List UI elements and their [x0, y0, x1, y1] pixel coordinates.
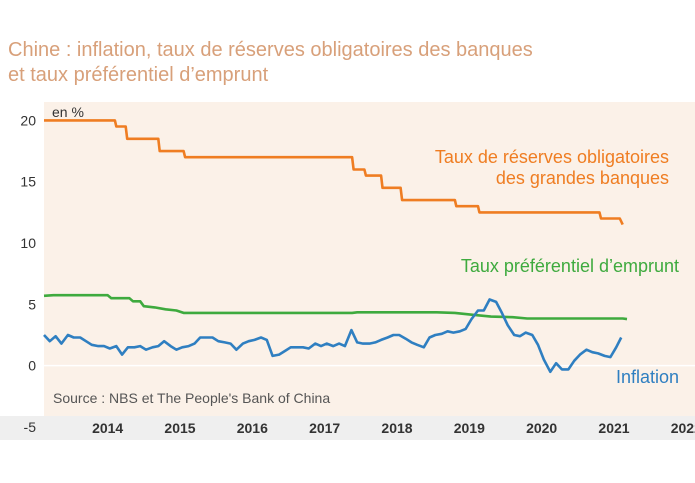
- series-label-2-line-0: Inflation: [616, 367, 679, 387]
- x-tick-label: 2018: [381, 420, 412, 436]
- y-tick-label: 10: [20, 235, 36, 251]
- chart-title-line-1: Chine : inflation, taux de réserves obli…: [8, 39, 533, 61]
- x-tick-label: 2021: [598, 420, 629, 436]
- series-lines: [43, 119, 628, 374]
- x-tick-label: 2016: [237, 420, 268, 436]
- y-axis: 20 15 10 5 0 -5: [20, 112, 36, 435]
- y-tick-label: 5: [28, 296, 36, 312]
- y-tick-label: 20: [20, 112, 36, 128]
- y-axis-unit-label: en %: [52, 104, 84, 120]
- series-label-0-line-0: Taux de réserves obligatoires: [435, 147, 669, 167]
- series-line-2: [43, 298, 623, 374]
- plot-background: [44, 102, 695, 416]
- x-axis: 2014 2015 2016 2017 2018 2019 2020 2021 2022: [92, 420, 695, 436]
- series-line-1: [43, 293, 628, 321]
- source-note: Source : NBS et The People's Bank of Chi…: [53, 390, 330, 406]
- x-tick-label: 2017: [309, 420, 340, 436]
- x-tick-label: 2022: [671, 420, 695, 436]
- chart-title: Chine : inflation, taux de réserves obli…: [8, 38, 688, 88]
- x-axis-band: [0, 416, 695, 440]
- x-tick-label: 2019: [454, 420, 485, 436]
- series-label-1-line-0: Taux préférentiel d’emprunt: [461, 256, 679, 276]
- series-line-0: [44, 119, 624, 226]
- x-tick-label: 2020: [526, 420, 557, 436]
- x-tick-label: 2014: [92, 420, 123, 436]
- y-tick-label: 0: [28, 358, 36, 374]
- y-tick-label: 15: [20, 174, 36, 190]
- y-tick-label: -5: [24, 419, 37, 435]
- chart-title-line-2: et taux préférentiel d’emprunt: [8, 64, 269, 86]
- series-label-0-line-1: des grandes banques: [496, 168, 669, 188]
- x-tick-label: 2015: [164, 420, 195, 436]
